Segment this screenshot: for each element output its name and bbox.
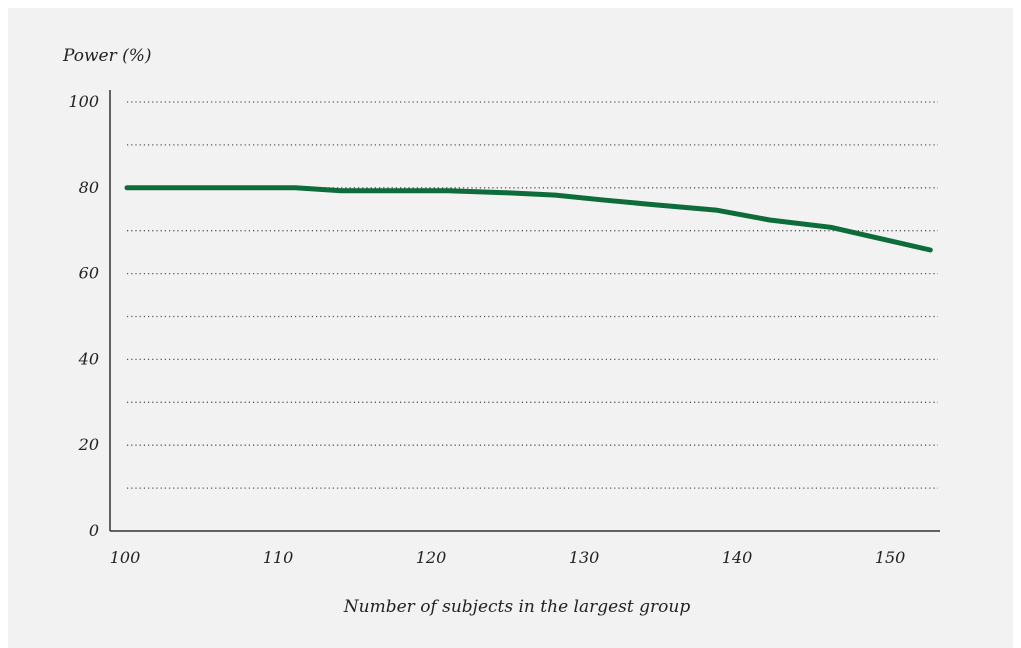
y-tick-label: 80 [79,178,99,197]
y-axis-title: Power (%) [62,46,152,66]
y-tick-label: 60 [79,264,99,283]
y-tick-label: 20 [78,435,99,454]
series-line-0 [124,185,933,253]
x-tick-label: 140 [722,548,753,567]
y-tick-label: 40 [78,349,99,368]
chart-panel [8,8,1013,648]
series-group [124,185,933,253]
x-tick-label: 120 [416,548,447,567]
x-axis-title: Number of subjects in the largest group [343,597,691,617]
x-tick-label: 150 [875,548,906,567]
y-tick-labels: 0 20 40 60 80 100 [68,92,99,540]
x-tick-label: 130 [569,548,600,567]
x-tick-label: 100 [110,548,141,567]
x-tick-labels: 100 110 120 130 140 150 [110,548,906,567]
y-tick-label: 0 [89,521,99,540]
x-tick-label: 110 [263,548,294,567]
gridlines [127,101,938,489]
y-tick-label: 100 [68,92,99,111]
